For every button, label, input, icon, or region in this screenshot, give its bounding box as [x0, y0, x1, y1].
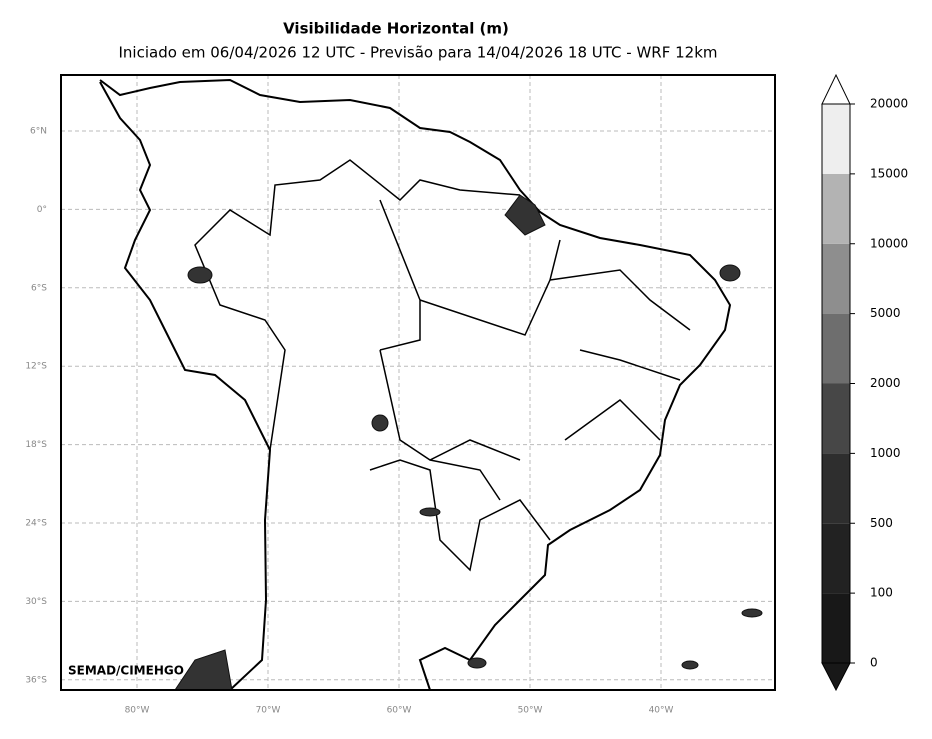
map-frame — [60, 74, 776, 691]
map-background — [61, 75, 775, 690]
colorbar-label: 5000 — [870, 306, 901, 320]
fog-patch — [741, 608, 763, 618]
title: Visibilidade Horizontal (m) — [283, 20, 509, 38]
lon-label: 80°W — [125, 706, 150, 716]
lat-label: 6°N — [30, 127, 47, 137]
map: 6°N 0° 6°S 12°S 18°S 24°S 30°S 36°S 80°W 70°W 60°W… — [25, 74, 776, 716]
lat-label: 24°S — [25, 519, 47, 529]
colorbar-label: 500 — [870, 516, 893, 530]
colorbar-label: 2000 — [870, 376, 901, 390]
colorbar-label: 1000 — [870, 446, 901, 460]
colorbar-swatch — [822, 383, 850, 454]
lat-label: 12°S — [25, 362, 47, 372]
fog-patch — [681, 660, 699, 670]
colorbar-extend-max — [821, 73, 851, 105]
coastline — [99, 78, 732, 691]
colorbar-swatch — [822, 313, 850, 384]
colorbar-label: 20000 — [870, 97, 908, 111]
colorbar: 0 100 500 1000 2000 5000 10000 15000 20000 — [821, 73, 908, 692]
lat-label: 30°S — [25, 597, 47, 607]
colorbar-label: 10000 — [870, 236, 908, 250]
lat-label: 36°S — [25, 675, 47, 685]
colorbar-swatch — [822, 453, 850, 524]
colorbar-swatch — [822, 593, 850, 663]
lon-label: 60°W — [387, 706, 412, 716]
fog-patch — [504, 194, 546, 236]
subtitle: Iniciado em 06/04/2026 12 UTC - Previsão… — [118, 44, 717, 62]
lat-label: 0° — [37, 205, 47, 215]
colorbar-label: 15000 — [870, 166, 908, 180]
colorbar-label: 0 — [870, 656, 878, 670]
colorbar-swatch — [822, 104, 850, 174]
colorbar-extend-min — [821, 662, 851, 692]
colorbar-swatch — [822, 523, 850, 594]
fog-patch — [719, 264, 741, 282]
colorbar-label: 100 — [870, 586, 893, 600]
borders — [194, 159, 691, 572]
fog-patch — [371, 414, 389, 432]
credit: SEMAD/CIMEHGO — [68, 664, 184, 678]
lat-label: 6°S — [31, 283, 47, 293]
lon-label: 50°W — [518, 706, 543, 716]
colorbar-swatch — [822, 173, 850, 244]
fog-patch — [419, 507, 441, 517]
lon-label: 70°W — [256, 706, 281, 716]
lat-label: 18°S — [25, 440, 47, 450]
lon-label: 40°W — [649, 706, 674, 716]
fog-patches — [174, 194, 763, 691]
fog-patch — [187, 266, 213, 284]
colorbar-swatch — [822, 243, 850, 314]
fog-patch — [467, 657, 487, 669]
